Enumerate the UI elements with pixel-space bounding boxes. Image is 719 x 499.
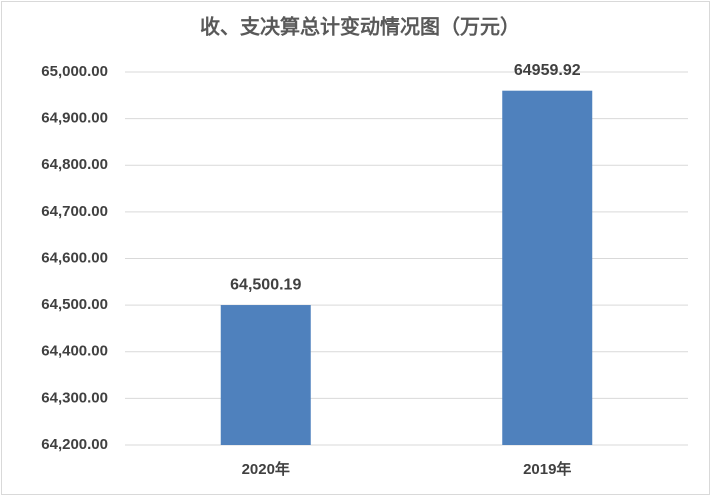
chart-title: 收、支决算总计变动情况图（万元） [200,15,520,39]
value-label: 64959.92 [514,62,581,79]
y-tick-label: 64,500.00 [41,296,108,313]
y-tick-label: 64,300.00 [41,389,108,406]
y-tick-label: 64,700.00 [41,203,108,220]
y-tick-label: 65,000.00 [41,63,108,80]
value-label: 64,500.19 [230,276,301,293]
y-tick-label: 64,400.00 [41,343,108,360]
bar [502,90,593,445]
x-tick-label: 2020年 [242,460,290,478]
y-tick-label: 64,600.00 [41,249,108,266]
x-tick-label: 2019年 [523,460,571,478]
y-tick-label: 64,900.00 [41,110,108,127]
y-tick-label: 64,200.00 [41,436,108,453]
bar [220,305,311,445]
y-tick-label: 64,800.00 [41,156,108,173]
